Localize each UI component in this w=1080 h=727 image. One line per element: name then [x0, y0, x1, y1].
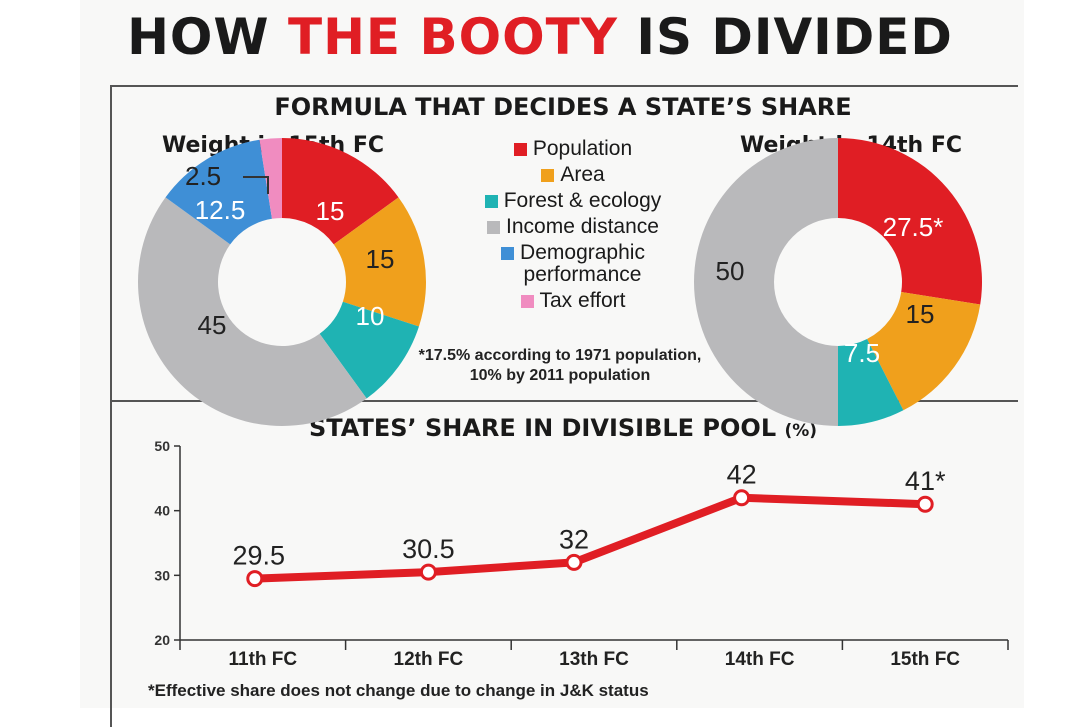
legend-swatch	[501, 247, 515, 260]
charts-canvas: 15 15 10 45 12.5 2.5 27.5* 15 7.5 50 20 30 40 50 11th …	[137, 138, 1009, 670]
legend-item-income: Income distance	[443, 212, 703, 238]
pie-15th-slice-label: 15	[316, 196, 345, 226]
pool-title-text: STATES’ SHARE IN DIVISIBLE POOL	[308, 414, 777, 442]
title-part-3: IS DIVIDED	[617, 8, 953, 66]
content-frame	[110, 85, 1018, 727]
legend-label: Tax effort	[539, 289, 626, 312]
pool-title-unit: (%)	[784, 421, 818, 441]
y-tick-label: 30	[154, 567, 170, 583]
pie-15th-slice-label: 15	[366, 244, 395, 274]
legend: Population Area Forest & ecology Income …	[443, 134, 703, 312]
pie-14th-slice-label: 50	[716, 256, 745, 286]
pie-15th-callout-label: 2.5	[185, 161, 221, 191]
pie-15th-slice-label: 45	[198, 310, 227, 340]
data-point	[246, 570, 264, 588]
data-label: 42	[727, 460, 757, 490]
data-point	[419, 563, 437, 581]
pie-14th-slice-income-distance	[694, 138, 838, 426]
legend-item-tax: Tax effort	[443, 286, 703, 312]
population-note: *17.5% according to 1971 population, 10%…	[380, 346, 740, 386]
section-divider	[110, 400, 1018, 402]
footnote: *Effective share does not change due to …	[148, 681, 649, 700]
pie-15th-slice-population	[282, 138, 399, 245]
pie-14th-slice-forest-ecology	[838, 339, 904, 426]
pie-15th-callout-line	[243, 176, 269, 194]
legend-swatch	[484, 195, 498, 208]
pool-section-title: STATES’ SHARE IN DIVISIBLE POOL (%)	[110, 414, 1016, 442]
title-part-1: HOW	[127, 8, 288, 66]
pie-15th-slice-tax-effort	[259, 138, 282, 219]
legend-label: Population	[532, 137, 633, 160]
data-point	[565, 553, 583, 571]
legend-swatch	[513, 143, 527, 156]
pie-14th-slice-label: 7.5	[844, 338, 880, 368]
pie-14th-slice-area	[867, 292, 981, 411]
pie-15th-slice-label: 10	[356, 301, 385, 331]
legend-item-population: Population	[443, 134, 703, 160]
legend-item-forest: Forest & ecology	[443, 186, 703, 212]
pool-share-line	[250, 493, 930, 583]
legend-swatch	[520, 295, 534, 308]
pie-14th-slice-label: 27.5*	[883, 212, 944, 242]
note-line-2: 10% by 2011 population	[469, 367, 651, 384]
data-label: 32	[559, 524, 589, 554]
y-tick-label: 20	[154, 632, 170, 648]
legend-label: Area	[560, 163, 605, 186]
page-title: HOW THE BOOTY IS DIVIDED	[0, 8, 1080, 66]
x-category-label: 15th FC	[890, 649, 960, 670]
legend-label: Forest & ecology	[503, 189, 662, 212]
data-point	[916, 495, 934, 513]
note-line-1: *17.5% according to 1971 population,	[418, 347, 702, 364]
data-label: 41*	[905, 466, 946, 496]
pie-15th-slice-area	[333, 197, 426, 327]
formula-section-title: FORMULA THAT DECIDES A STATE’S SHARE	[274, 93, 852, 121]
pie-15th-slice-label: 12.5	[195, 195, 246, 225]
x-category-label: 12th FC	[394, 649, 464, 670]
pie-15th-slice-demographic-performance	[165, 139, 272, 245]
pie-14th-slice-population	[838, 138, 982, 305]
legend-item-area: Area	[443, 160, 703, 186]
x-category-label: 11th FC	[228, 649, 297, 670]
pie-14th-slice-label: 15	[906, 299, 935, 329]
data-label: 30.5	[402, 534, 455, 564]
x-category-label: 13th FC	[559, 649, 629, 670]
data-label: 29.5	[233, 541, 286, 571]
legend-item-demographic: Demographic performance	[443, 238, 703, 286]
y-tick-label: 40	[154, 503, 170, 519]
legend-swatch	[487, 221, 501, 234]
pie-15th-slice-forest-ecology	[319, 301, 419, 399]
data-point	[733, 489, 751, 507]
x-category-label: 14th FC	[725, 649, 795, 670]
legend-swatch	[541, 169, 555, 182]
title-part-2: THE BOOTY	[287, 8, 618, 66]
legend-label: Income distance	[506, 215, 659, 238]
pie-15th-slice-income-distance	[137, 197, 367, 427]
y-tick-label: 50	[154, 438, 170, 454]
legend-label: Demographic performance	[520, 241, 645, 286]
